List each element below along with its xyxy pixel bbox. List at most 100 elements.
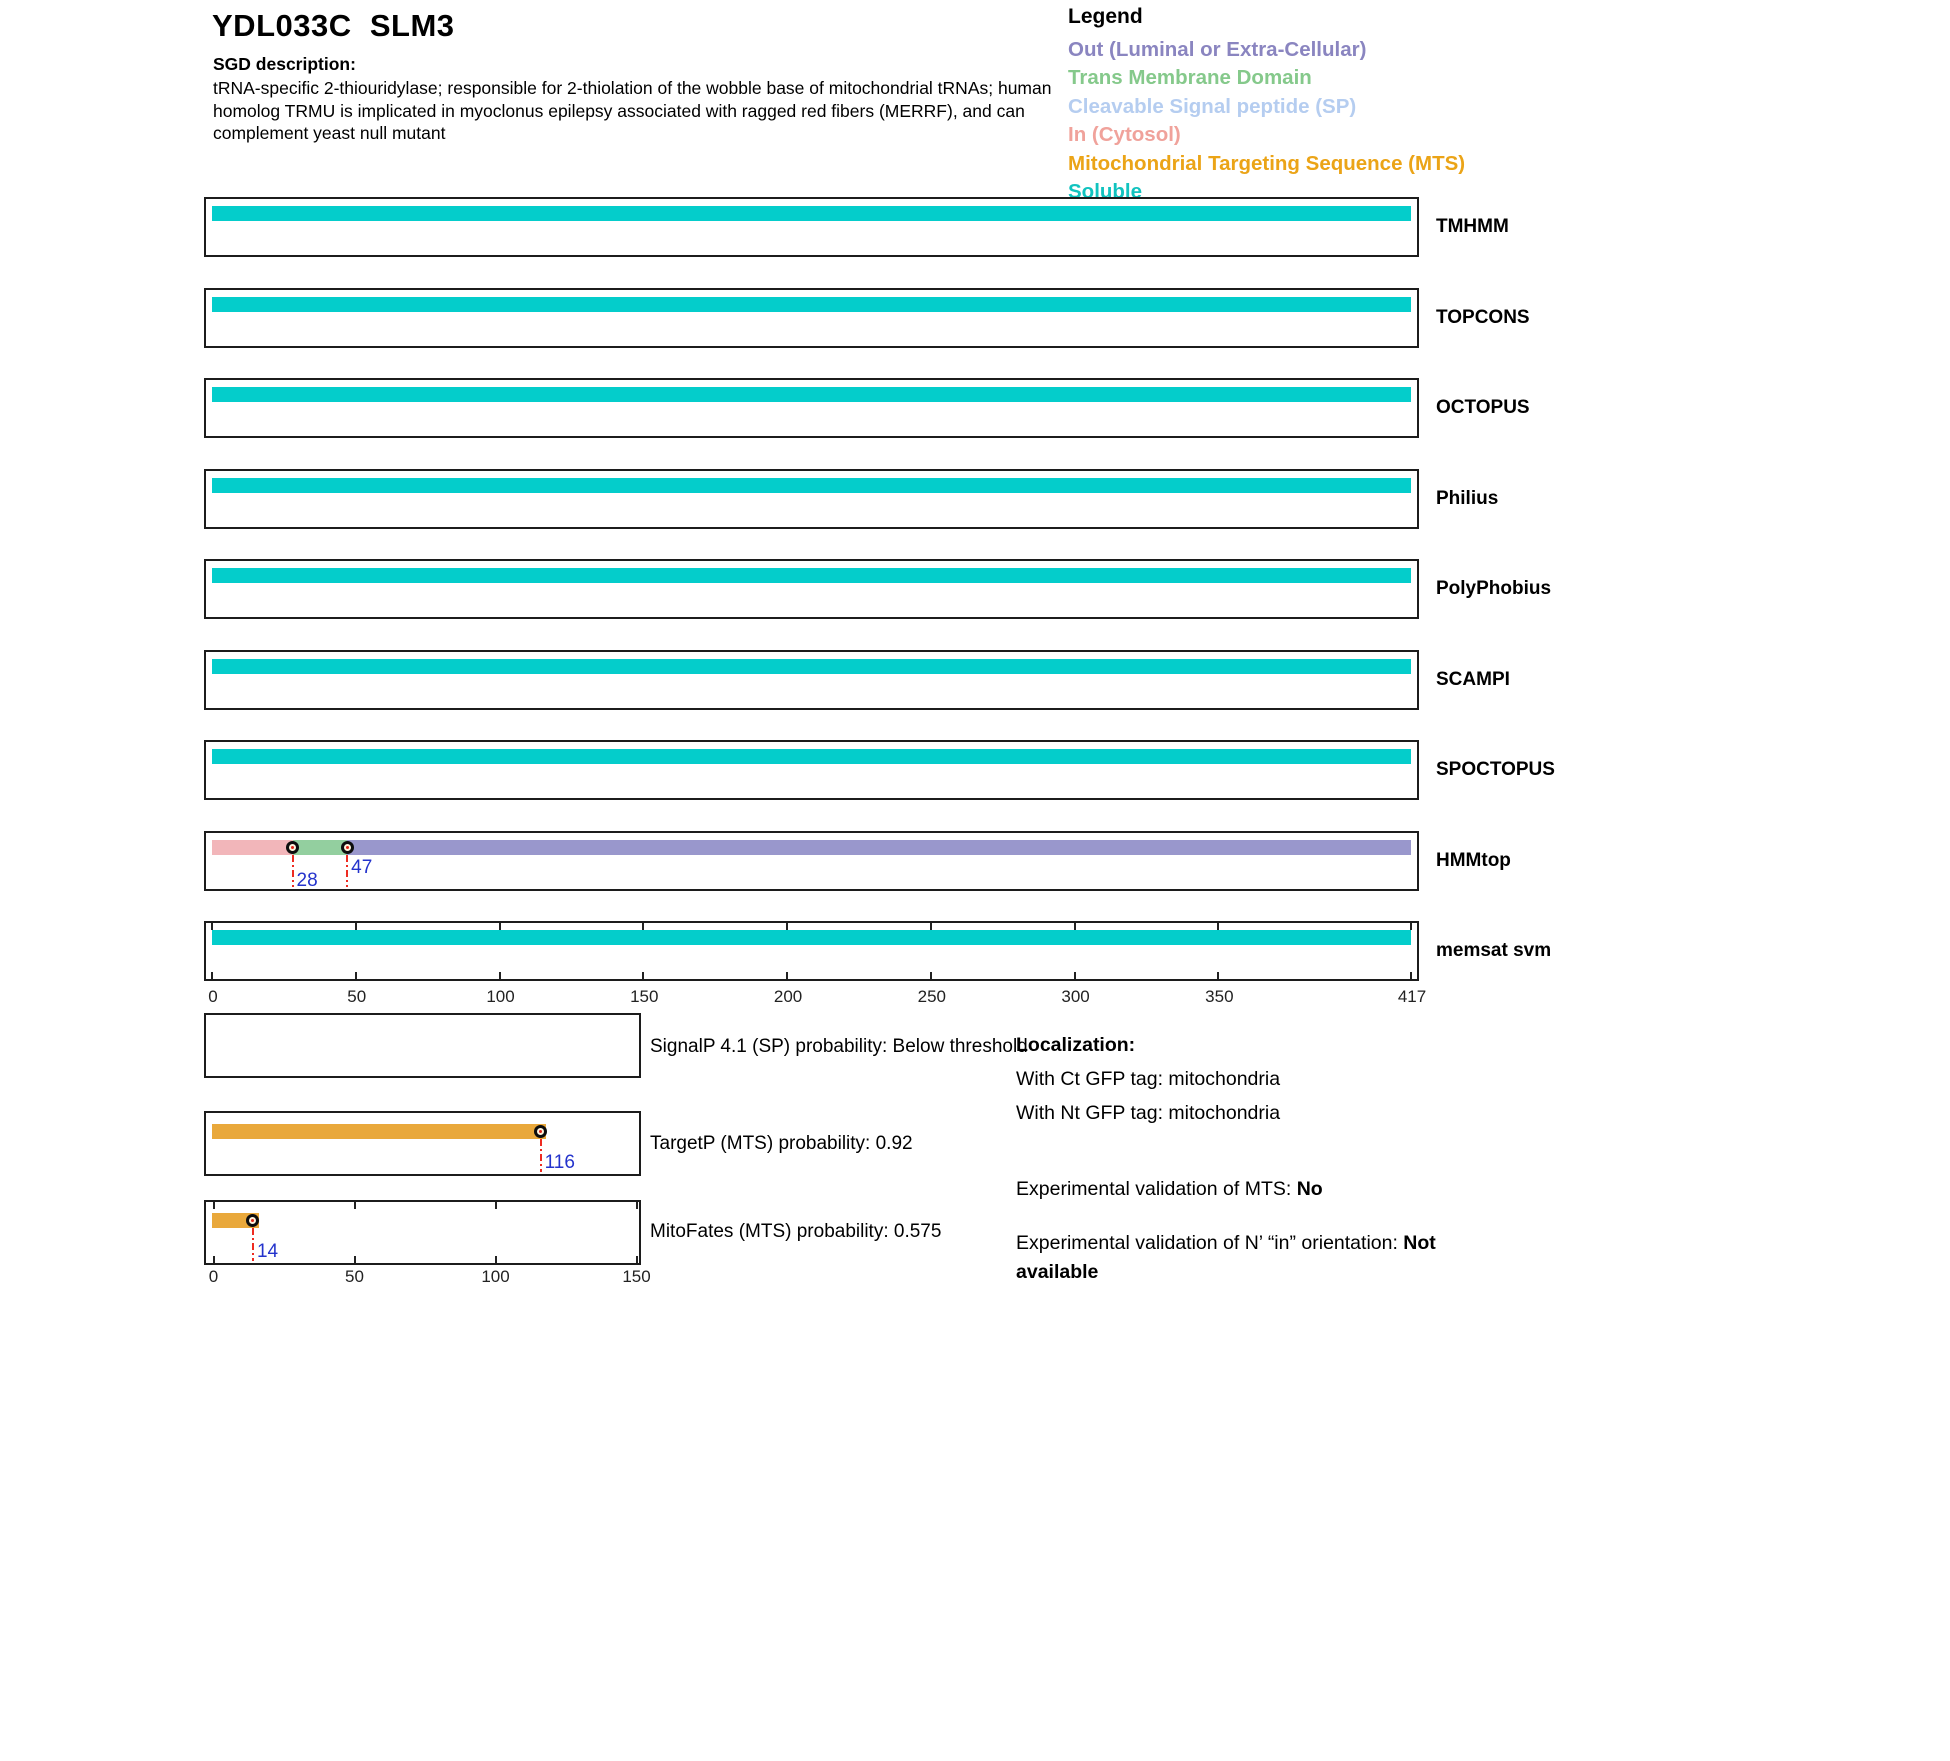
experimental-mts-label: Experimental validation of MTS:	[1016, 1178, 1297, 1200]
segment-soluble	[212, 478, 1411, 493]
boundary-line-28	[291, 855, 294, 887]
small-axis-label-50: 50	[345, 1267, 364, 1286]
small-axis-label-100: 100	[481, 1267, 510, 1286]
track-box-octopus: OCTOPUS	[204, 378, 1530, 438]
track-box-topcons: TOPCONS	[204, 288, 1530, 348]
experimental-mts: Experimental validation of MTS: No	[1016, 1178, 1323, 1201]
axis-tick-top	[929, 923, 932, 930]
plot-box-signalp	[204, 1013, 641, 1078]
axis-tick-bottom	[929, 972, 932, 979]
cleavage-label-14: 14	[256, 1241, 279, 1262]
track-box-philius: Philius	[204, 469, 1498, 529]
marker-center-dot	[539, 1130, 543, 1133]
main-axis: 0 50 100 150 200 250 300 350 417	[206, 987, 1426, 1009]
segment-soluble	[212, 749, 1411, 764]
axis-tick-top	[1073, 923, 1076, 930]
track-label-hmmtop: HMMtop	[1436, 850, 1511, 871]
cleavage-marker-14	[246, 1214, 260, 1227]
track-box-hmmtop: 28 47 HMMtop	[204, 831, 1511, 891]
axis-tick-top	[642, 923, 645, 930]
segment-soluble	[212, 297, 1411, 312]
legend-items: Out (Luminal or Extra-Cellular) Trans Mem…	[1068, 36, 1465, 206]
segment-soluble	[212, 206, 1411, 221]
sgd-description-line-1: tRNA-specific 2-thiouridylase; responsib…	[213, 78, 1052, 98]
small-axis-label-0: 0	[208, 1267, 219, 1286]
track-label-spoctopus: SPOCTOPUS	[1436, 759, 1555, 780]
cleavage-marker-116	[534, 1125, 548, 1138]
main-axis-label-250: 250	[917, 987, 946, 1006]
axis-tick-top	[211, 923, 213, 930]
marker-center-dot	[291, 846, 294, 849]
axis-tick-bottom	[498, 972, 501, 979]
mitofates-caption: MitoFates (MTS) probability: 0.575	[650, 1221, 942, 1242]
boundary-label-47: 47	[351, 857, 373, 878]
plot-box-targetp: 116	[204, 1111, 641, 1176]
probability-axis: 0 50 100 150	[206, 1267, 651, 1289]
experimental-orientation-value: Not available	[1016, 1232, 1436, 1283]
segment-trans	[292, 840, 348, 855]
legend-item-5: Mitochondrial Targeting Sequence (MTS)	[1068, 151, 1466, 175]
main-axis-label-300: 300	[1061, 987, 1090, 1006]
axis-tick-bottom	[1410, 972, 1412, 979]
plot-box-mitofates: 14	[204, 1200, 641, 1265]
experimental-orientation-label: Experimental validation of N’ “in” orien…	[1016, 1232, 1404, 1254]
page-title: YDL033C SLM3	[212, 8, 455, 43]
axis-tick-top	[1410, 923, 1412, 930]
boundary-label-28: 28	[296, 870, 318, 891]
small-axis-label-150: 150	[622, 1267, 651, 1286]
axis-tick-bottom	[354, 972, 357, 979]
legend-heading: Legend	[1068, 5, 1143, 28]
axis-tick-bottom	[1073, 972, 1076, 979]
axis-tick-bottom	[635, 1256, 638, 1263]
axis-tick-bottom	[642, 972, 645, 979]
track-label-octopus: OCTOPUS	[1436, 397, 1530, 418]
segment-soluble	[212, 568, 1411, 583]
axis-tick-top	[1217, 923, 1220, 930]
segment-mts	[212, 1124, 547, 1139]
marker-center-dot	[345, 846, 349, 849]
sgd-description-text: tRNA-specific 2-thiouridylase; responsib…	[213, 77, 1051, 145]
main-axis-label-200: 200	[773, 987, 803, 1006]
axis-tick-top	[786, 923, 789, 930]
track-box-spoctopus: SPOCTOPUS	[204, 740, 1555, 800]
marker-line-116	[539, 1139, 542, 1172]
boundary-marker-28	[286, 841, 299, 854]
axis-tick-bottom	[494, 1256, 497, 1263]
main-axis-label-350: 350	[1205, 987, 1234, 1006]
axis-tick-top	[353, 1202, 356, 1209]
track-label-polyphobius: PolyPhobius	[1436, 578, 1552, 599]
cleavage-label-116: 116	[544, 1152, 575, 1173]
axis-tick-top	[354, 923, 357, 930]
segment-out	[347, 840, 1411, 855]
axis-tick-top	[212, 1202, 215, 1209]
track-label-memsat-svm: memsat svm	[1436, 940, 1552, 961]
axis-tick-top	[635, 1202, 638, 1209]
legend-item-1: Out (Luminal or Extra-Cellular)	[1068, 38, 1367, 61]
axis-tick-top	[498, 923, 501, 930]
sgd-description-line-2: homolog TRMU is implicated in myoclonus …	[213, 100, 1025, 121]
legend-item-3: Cleavable Signal peptide (SP)	[1068, 94, 1357, 118]
axis-tick-bottom	[212, 1256, 215, 1263]
main-axis-label-50: 50	[347, 987, 367, 1006]
track-box-polyphobius: PolyPhobius	[204, 559, 1551, 619]
axis-tick-bottom	[211, 972, 213, 979]
sgd-description-line-3: complement yeast null mutant	[213, 123, 446, 143]
segment-soluble	[212, 659, 1411, 674]
track-label-philius: Philius	[1436, 488, 1499, 509]
segment-soluble	[212, 387, 1411, 402]
track-label-tmhmm: TMHMM	[1436, 216, 1509, 237]
boundary-marker-47	[340, 841, 354, 854]
signalp-caption: SignalP 4.1 (SP) probability: Below thre…	[650, 1036, 1028, 1057]
track-box-tmhmm: TMHMM	[204, 197, 1509, 257]
legend-item-4: In (Cytosol)	[1068, 123, 1181, 147]
track-label-topcons: TOPCONS	[1436, 307, 1530, 328]
targetp-caption: TargetP (MTS) probability: 0.92	[650, 1133, 913, 1154]
segment-soluble	[212, 930, 1411, 945]
sgd-description-heading: SGD description:	[213, 54, 356, 74]
boundary-line-47	[346, 855, 349, 887]
marker-line-14	[251, 1228, 254, 1261]
legend: Legend Out (Luminal or Extra-Cellular) Tr…	[1068, 5, 1465, 206]
marker-center-dot	[251, 1219, 255, 1222]
segment-in	[212, 840, 293, 855]
